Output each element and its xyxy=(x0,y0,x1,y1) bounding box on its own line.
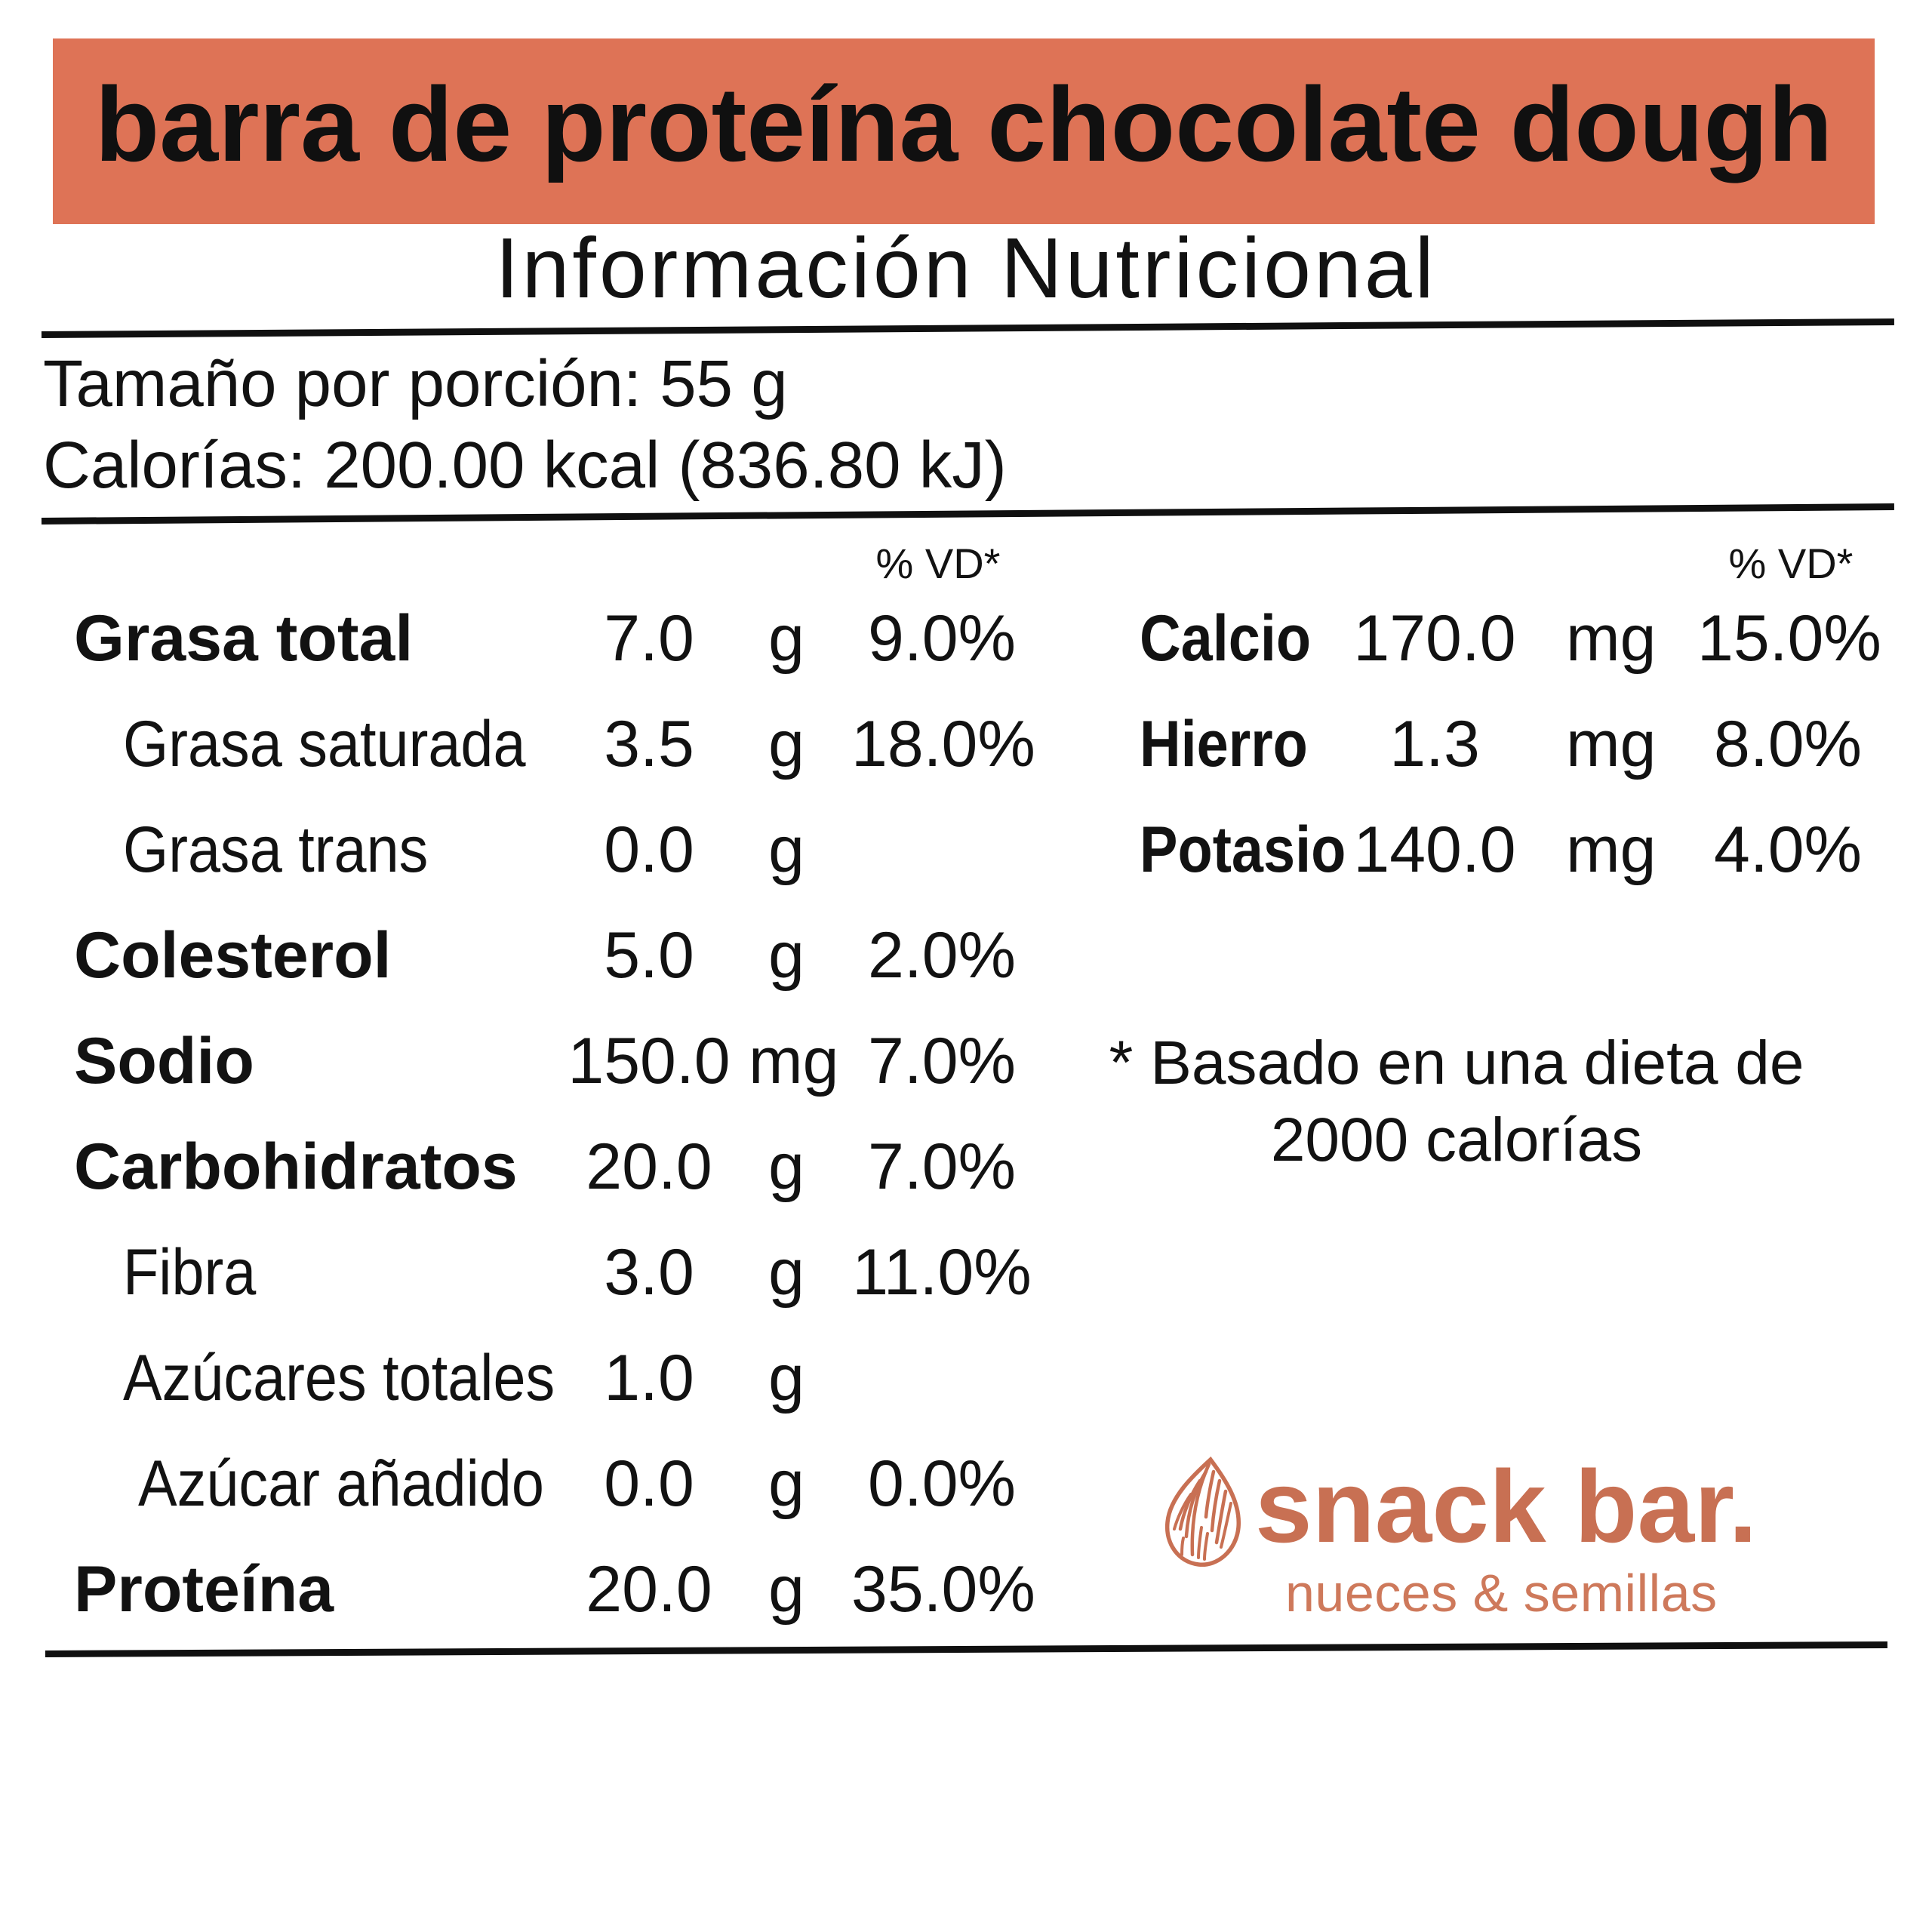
nutrient-value: 140.0 xyxy=(1353,814,1516,886)
nutrient-value: 170.0 xyxy=(1353,602,1516,675)
nutrient-unit: g xyxy=(768,1447,804,1520)
nutrient-row-grasa-trans: Grasa trans 0.0 g Potasio 140.0 mg 4.0% xyxy=(0,817,1932,923)
brand-name: snack bar. xyxy=(1255,1449,1758,1564)
nutrient-value: 20.0 xyxy=(586,1131,712,1203)
nutrient-label: Sodio xyxy=(74,1025,254,1097)
nutrient-unit: mg xyxy=(1566,708,1657,780)
calories-line: Calorías: 200.00 kcal (836.80 kJ) xyxy=(43,429,1007,502)
nutrient-dv: 7.0% xyxy=(867,1131,1017,1203)
nutrient-unit: g xyxy=(768,1131,804,1203)
nutrient-label: Fibra xyxy=(123,1236,257,1309)
nutrient-dv: 15.0% xyxy=(1697,602,1881,675)
nutrient-unit: g xyxy=(768,919,804,992)
nutrient-unit: g xyxy=(768,1553,804,1626)
nutrient-value: 7.0 xyxy=(604,602,694,675)
nutrient-label: Hierro xyxy=(1140,708,1308,780)
divider-middle xyxy=(41,503,1894,525)
nutrient-dv: 7.0% xyxy=(867,1025,1017,1097)
nutrient-label: Grasa saturada xyxy=(123,708,526,780)
nutrient-dv: 11.0% xyxy=(852,1236,1032,1309)
nutrition-facts-heading: Información Nutricional xyxy=(495,220,1437,315)
nutrient-row-azucar-anadido: Azúcar añadido 0.0 g 0.0% xyxy=(0,1451,1932,1557)
nutrient-row-grasa-total: Grasa total 7.0 g 9.0% Calcio 170.0 mg 1… xyxy=(0,606,1932,712)
nutrient-unit: mg xyxy=(1566,814,1657,886)
nutrient-unit: mg xyxy=(1566,602,1657,675)
product-banner: barra de proteína chocolate dough xyxy=(53,38,1875,224)
nutrient-unit: g xyxy=(768,814,804,886)
product-title: barra de proteína chocolate dough xyxy=(94,65,1833,183)
brand-tagline: nueces & semillas xyxy=(1285,1564,1718,1623)
nutrient-value: 3.5 xyxy=(604,708,694,780)
nutrient-value: 0.0 xyxy=(604,1447,694,1520)
nutrient-value: 150.0 xyxy=(568,1025,731,1097)
nutrient-value: 5.0 xyxy=(604,919,694,992)
footnote-line1: * Basado en una dieta de xyxy=(1109,1029,1804,1097)
nutrient-label: Azúcar añadido xyxy=(138,1447,544,1520)
nutrient-dv: 9.0% xyxy=(867,602,1017,675)
nutrient-row-fibra: Fibra 3.0 g 11.0% xyxy=(0,1240,1932,1346)
daily-value-header-left: % VD* xyxy=(875,540,1001,587)
nutrient-label: Proteína xyxy=(74,1553,334,1626)
nutrient-value: 1.0 xyxy=(604,1342,694,1414)
nutrient-label: Colesterol xyxy=(74,919,392,992)
nutrient-unit: mg xyxy=(749,1025,839,1097)
nutrient-label: Azúcares totales xyxy=(123,1342,555,1414)
nutrient-row-azucares-totales: Azúcares totales 1.0 g xyxy=(0,1346,1932,1451)
footnote-line2: 2000 calorías xyxy=(1270,1106,1643,1174)
nutrient-value: 3.0 xyxy=(604,1236,694,1309)
nutrient-row-proteina: Proteína 20.0 g 35.0% xyxy=(0,1557,1932,1663)
nutrient-label: Grasa trans xyxy=(123,814,429,886)
nutrient-unit: g xyxy=(768,602,804,675)
nutrient-label: Potasio xyxy=(1140,814,1346,886)
nutrient-row-carbohidratos: Carbohidratos 20.0 g 7.0% xyxy=(0,1134,1932,1240)
nutrient-row-colesterol: Colesterol 5.0 g 2.0% xyxy=(0,923,1932,1029)
nutrient-unit: g xyxy=(768,708,804,780)
nutrient-dv: 8.0% xyxy=(1713,708,1863,780)
nutrient-value: 20.0 xyxy=(586,1553,712,1626)
almond-icon xyxy=(1164,1456,1241,1567)
nutrient-label: Grasa total xyxy=(74,602,414,675)
nutrient-label: Carbohidratos xyxy=(74,1131,518,1203)
nutrient-dv: 18.0% xyxy=(851,708,1035,780)
nutrient-dv: 2.0% xyxy=(867,919,1017,992)
divider-top xyxy=(41,318,1894,338)
nutrient-dv: 0.0% xyxy=(867,1447,1017,1520)
nutrient-row-sodio: Sodio 150.0 mg 7.0% xyxy=(0,1029,1932,1134)
nutrient-value: 0.0 xyxy=(604,814,694,886)
daily-value-header-right: % VD* xyxy=(1728,540,1854,587)
nutrient-row-grasa-saturada: Grasa saturada 3.5 g 18.0% Hierro 1.3 mg… xyxy=(0,712,1932,817)
daily-value-footnote: * Basado en una dieta de 2000 calorías xyxy=(1079,1025,1834,1179)
nutrient-value: 1.3 xyxy=(1389,708,1480,780)
nutrient-unit: g xyxy=(768,1236,804,1309)
nutrient-label: Calcio xyxy=(1140,602,1312,675)
nutrient-dv: 4.0% xyxy=(1713,814,1863,886)
serving-size-line: Tamaño por porción: 55 g xyxy=(43,347,788,420)
nutrient-unit: g xyxy=(768,1342,804,1414)
nutrient-dv: 35.0% xyxy=(851,1553,1035,1626)
